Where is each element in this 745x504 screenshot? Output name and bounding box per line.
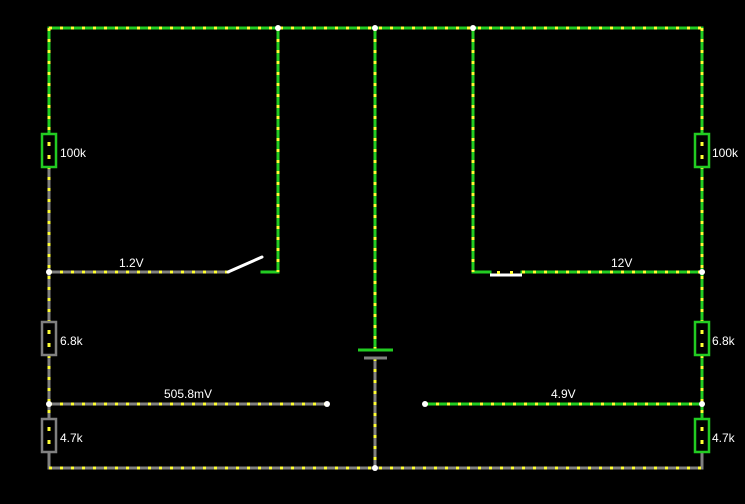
voltage-left-upper: 1.2V [119,256,144,270]
junction-nodes [46,25,705,471]
resistor-left-4-7k[interactable] [40,417,58,454]
label-right-r-bottom: 4.7k [712,431,736,445]
resistor-right-100k[interactable] [693,132,711,169]
label-left-r-top: 100k [60,146,87,160]
current-dots [47,26,704,470]
switch-open-icon[interactable] [226,255,264,274]
resistor-right-6-8k[interactable] [693,320,711,357]
battery-icon[interactable] [358,348,393,360]
resistor-left-100k[interactable] [40,132,58,169]
label-left-r-bottom: 4.7k [60,431,84,445]
voltage-right-upper: 12V [611,256,632,270]
voltage-left-output: 505.8mV [164,387,212,401]
label-right-r-top: 100k [712,146,739,160]
resistor-right-4-7k[interactable] [693,417,711,454]
label-right-r-mid: 6.8k [712,334,736,348]
resistor-left-6-8k[interactable] [40,320,58,357]
voltage-right-output: 4.9V [551,387,576,401]
label-left-r-mid: 6.8k [60,334,84,348]
switch-closed-icon[interactable] [490,271,522,277]
